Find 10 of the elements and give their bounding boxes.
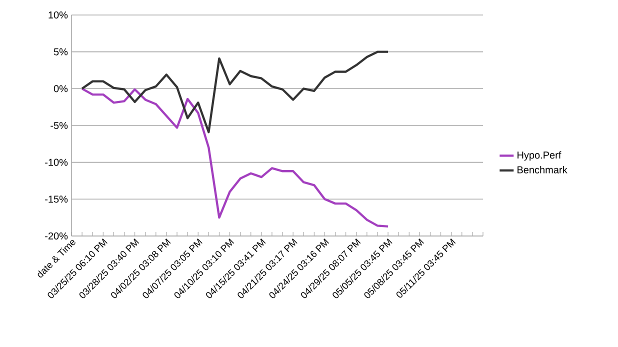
line-series [80, 50, 390, 134]
y-tick-label: 5% [54, 48, 68, 56]
y-tick-label: -20% [45, 232, 68, 240]
y-tick-label: 0% [54, 85, 68, 92]
legend-label: Hypo.Perf [518, 151, 562, 161]
y-tick-label: -15% [45, 196, 68, 203]
legend-label: Benchmark [518, 166, 568, 174]
y-tick-label: 10% [48, 11, 68, 19]
y-tick-label: -5% [50, 122, 68, 130]
y-tick-label: -10% [45, 158, 68, 166]
